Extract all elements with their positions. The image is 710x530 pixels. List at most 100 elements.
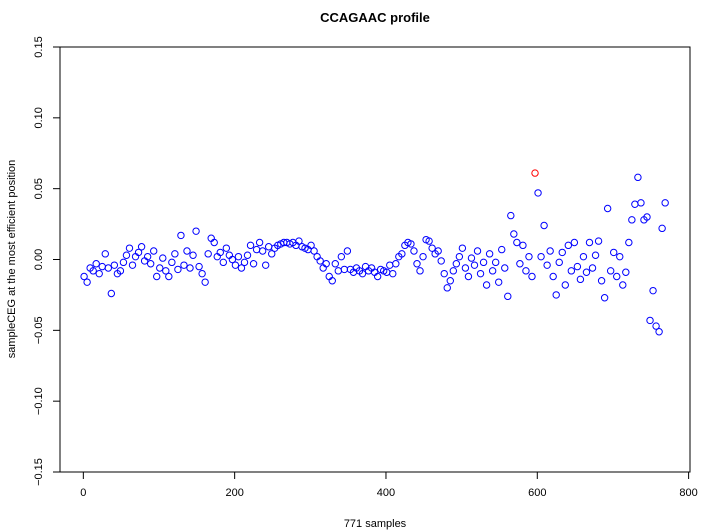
data-point bbox=[479, 258, 488, 267]
data-point bbox=[579, 252, 588, 261]
chart-title: CCAGAAC profile bbox=[320, 10, 430, 25]
x-tick-label: 0 bbox=[80, 487, 86, 499]
data-point bbox=[649, 286, 657, 295]
data-point bbox=[528, 272, 536, 281]
data-point bbox=[310, 247, 318, 255]
data-point bbox=[343, 247, 352, 255]
data-point bbox=[189, 251, 197, 259]
data-point bbox=[331, 260, 339, 268]
data-point bbox=[110, 261, 119, 269]
data-point bbox=[413, 260, 421, 268]
data-point bbox=[137, 243, 146, 251]
data-point bbox=[591, 251, 600, 259]
data-point bbox=[543, 261, 551, 269]
data-point bbox=[434, 247, 442, 255]
data-point bbox=[104, 264, 113, 272]
data-point bbox=[243, 251, 252, 259]
data-point bbox=[392, 260, 400, 268]
data-point bbox=[295, 237, 303, 245]
data-point bbox=[358, 269, 367, 278]
data-point bbox=[322, 260, 330, 268]
data-point bbox=[564, 241, 573, 250]
x-tick-label: 600 bbox=[528, 487, 546, 499]
data-point bbox=[134, 248, 143, 257]
x-tick-label: 400 bbox=[377, 487, 395, 499]
y-axis: 0.15 0.10 0.05 0.00 −0.05 −0.10 −0.15 bbox=[33, 36, 60, 486]
data-point bbox=[340, 265, 349, 274]
data-point bbox=[534, 189, 542, 197]
data-point bbox=[549, 272, 557, 281]
data-point bbox=[407, 240, 415, 248]
data-point bbox=[522, 267, 530, 275]
data-point bbox=[603, 204, 612, 213]
y-tick-label: −0.15 bbox=[33, 458, 45, 486]
data-point bbox=[570, 238, 579, 247]
data-point bbox=[128, 261, 137, 269]
data-point bbox=[240, 258, 249, 267]
data-point bbox=[198, 269, 206, 278]
data-point bbox=[449, 267, 458, 275]
data-point bbox=[237, 264, 246, 272]
data-point bbox=[622, 268, 630, 276]
data-point bbox=[252, 245, 261, 254]
data-point bbox=[476, 269, 485, 278]
data-point bbox=[628, 216, 636, 224]
data-point bbox=[83, 278, 91, 286]
data-point bbox=[458, 244, 467, 252]
data-point bbox=[588, 264, 597, 272]
data-point bbox=[582, 268, 591, 276]
data-point bbox=[470, 261, 479, 269]
data-point bbox=[210, 238, 218, 247]
data-point bbox=[334, 267, 343, 275]
data-point bbox=[156, 264, 164, 272]
data-point bbox=[613, 272, 621, 281]
data-point bbox=[246, 241, 255, 250]
data-point bbox=[555, 258, 563, 267]
data-point bbox=[446, 277, 454, 285]
data-point bbox=[328, 277, 336, 285]
data-point bbox=[652, 322, 660, 330]
x-tick-label: 800 bbox=[679, 487, 697, 499]
data-point bbox=[234, 252, 243, 261]
data-point bbox=[610, 248, 618, 257]
data-point bbox=[186, 264, 194, 272]
data-point bbox=[162, 267, 170, 275]
data-point bbox=[658, 224, 666, 233]
data-point bbox=[519, 241, 527, 250]
data-point bbox=[440, 269, 448, 278]
data-point bbox=[452, 260, 461, 268]
data-point bbox=[264, 243, 273, 251]
data-point bbox=[646, 316, 654, 325]
data-point bbox=[488, 267, 497, 275]
data-point bbox=[437, 257, 445, 265]
data-point bbox=[495, 278, 503, 286]
data-point bbox=[92, 260, 100, 268]
data-point bbox=[231, 261, 240, 269]
data-point bbox=[467, 254, 476, 262]
data-point bbox=[425, 237, 433, 245]
data-point bbox=[216, 248, 224, 257]
data-point bbox=[171, 250, 179, 258]
data-point bbox=[485, 250, 494, 258]
data-point bbox=[643, 213, 651, 221]
data-point bbox=[174, 265, 182, 274]
data-point bbox=[516, 260, 524, 268]
data-point bbox=[637, 199, 645, 207]
y-tick-label: 0.00 bbox=[33, 249, 45, 270]
data-point bbox=[510, 230, 518, 238]
x-tick-label: 200 bbox=[225, 487, 243, 499]
data-point bbox=[180, 261, 188, 269]
data-point bbox=[498, 245, 506, 254]
y-tick-label: 0.05 bbox=[33, 178, 45, 199]
data-point bbox=[80, 272, 88, 281]
data-point bbox=[600, 294, 609, 302]
data-point bbox=[661, 199, 669, 207]
data-point bbox=[261, 261, 270, 269]
data-point bbox=[567, 267, 576, 275]
data-point bbox=[655, 328, 663, 336]
data-point bbox=[107, 289, 116, 298]
data-point bbox=[143, 252, 152, 261]
data-point bbox=[116, 267, 125, 275]
data-point bbox=[386, 261, 394, 269]
